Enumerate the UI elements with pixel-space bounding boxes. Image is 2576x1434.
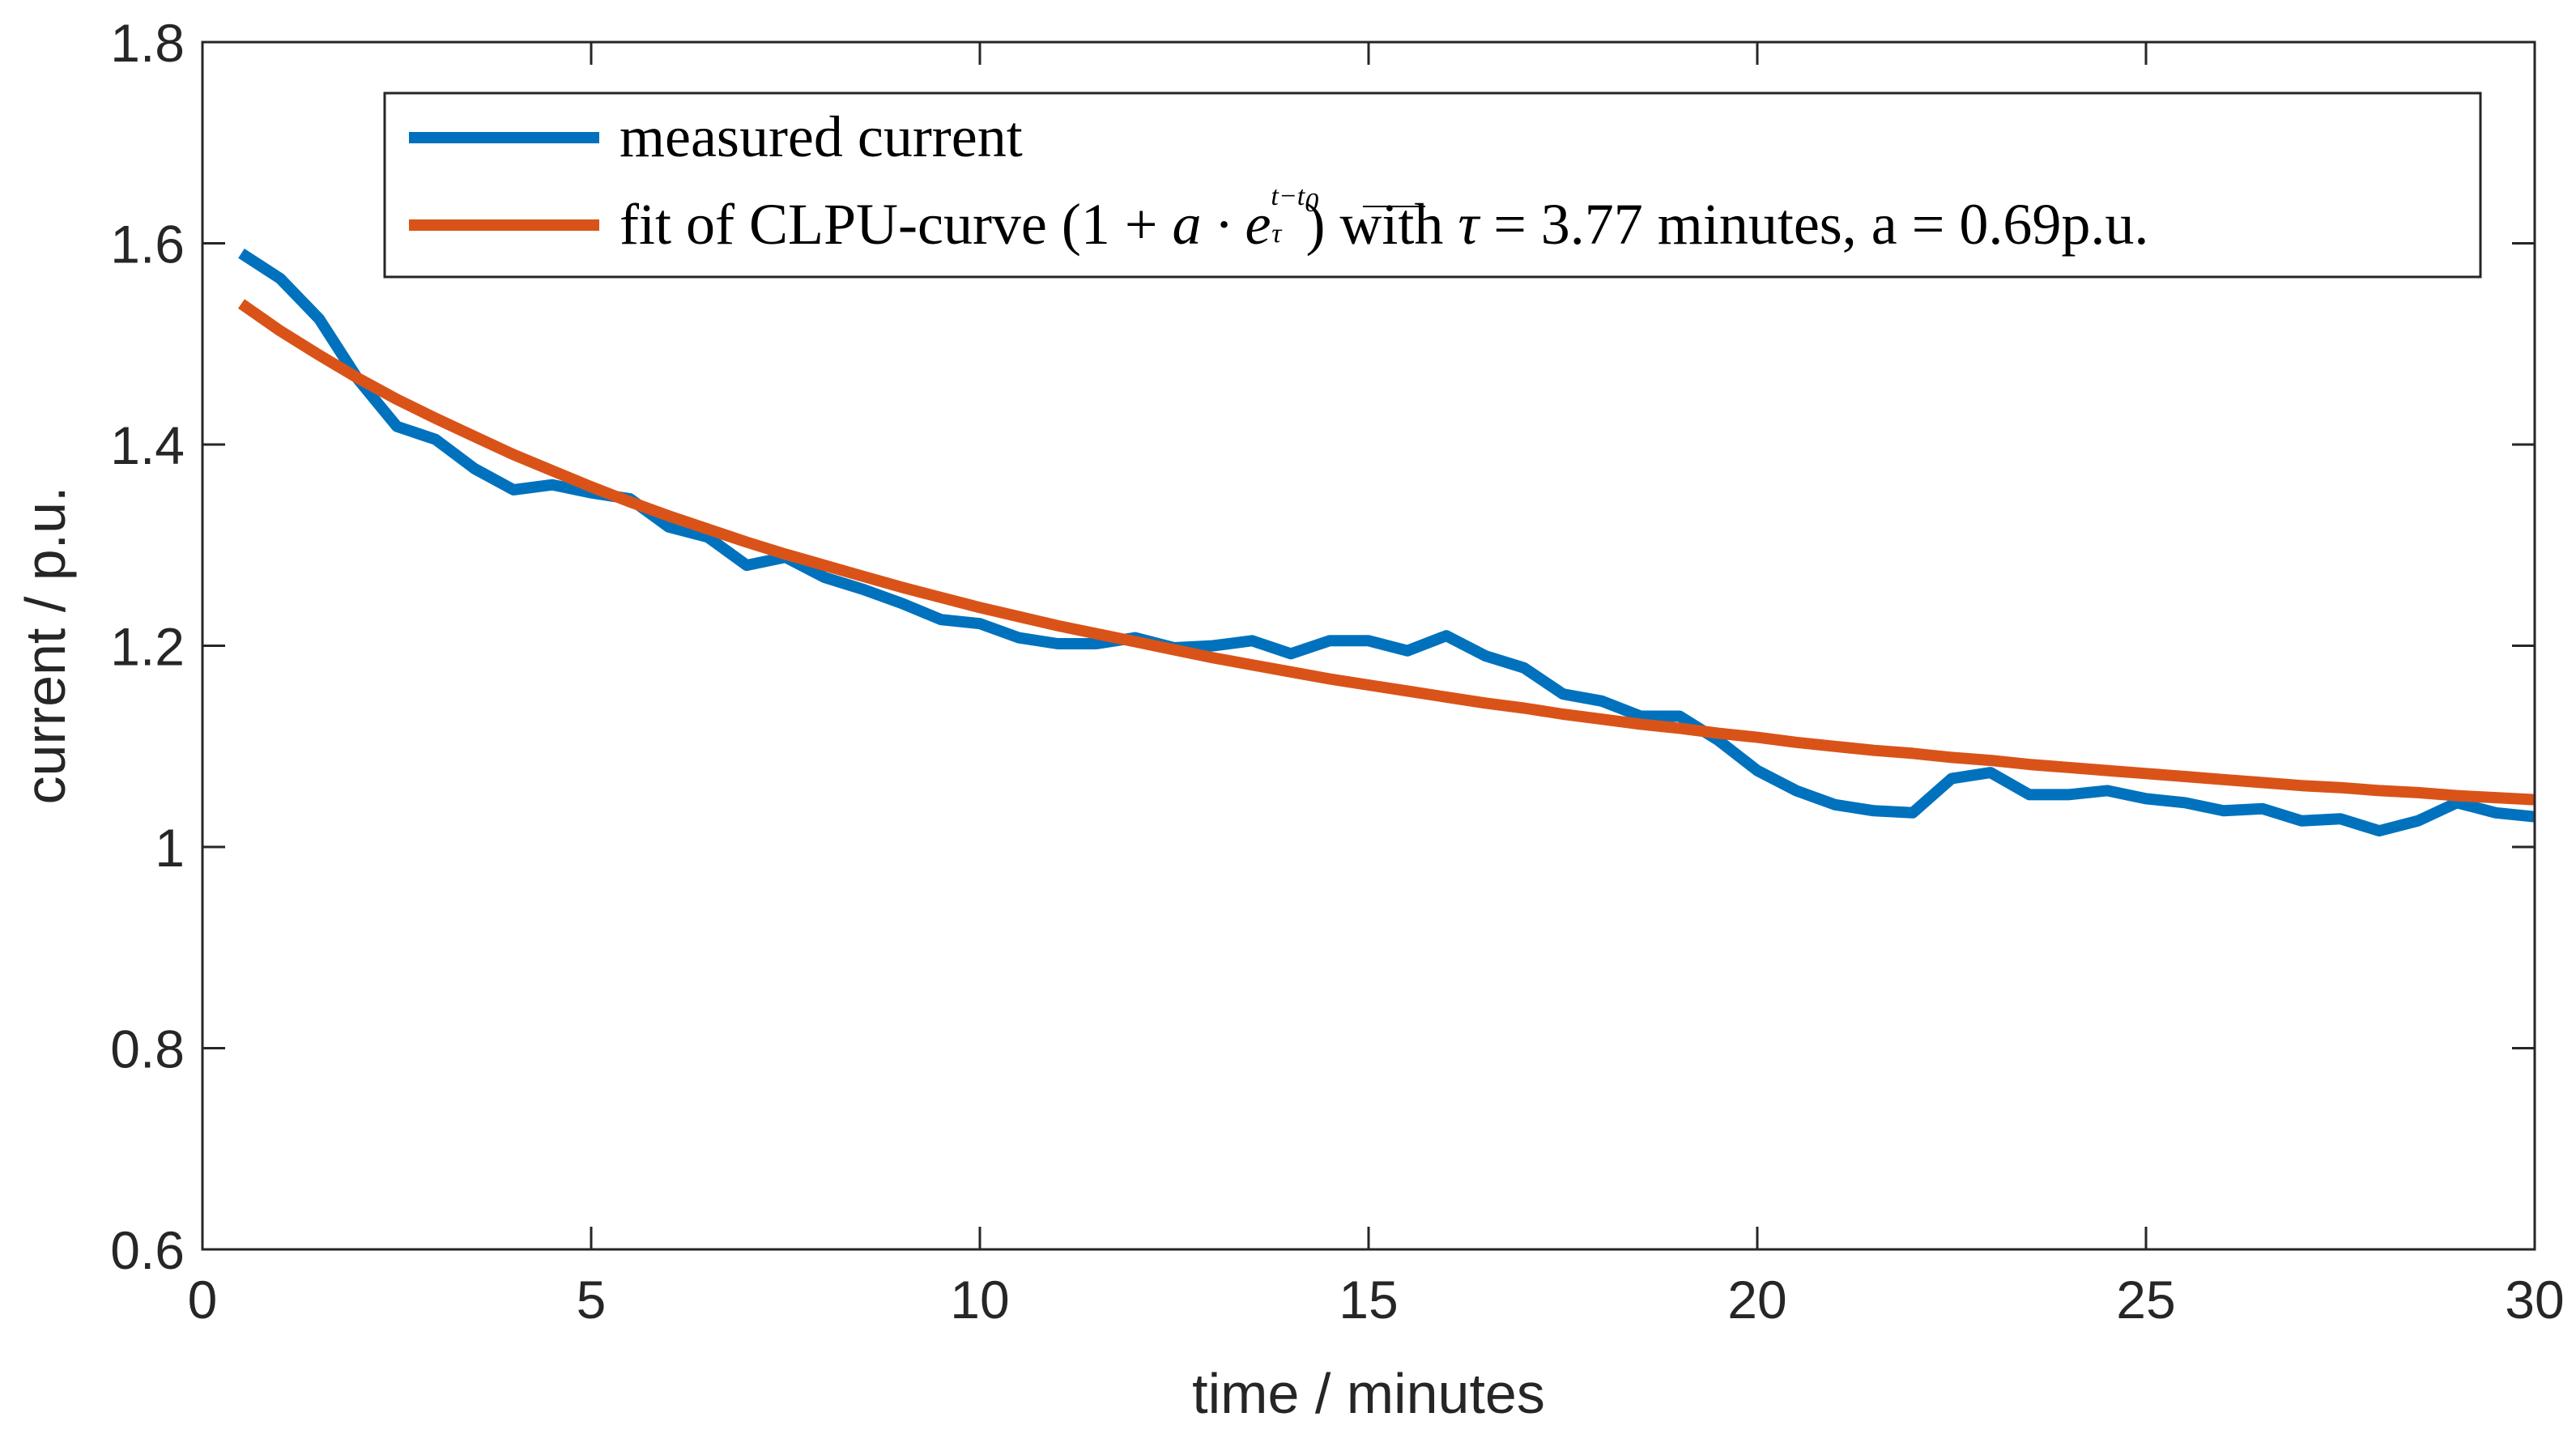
x-tick-label: 25: [2116, 1270, 2175, 1330]
legend-fit-tau: τ: [1458, 192, 1480, 257]
y-tick-label: 1: [155, 818, 185, 878]
x-tick-label: 5: [577, 1270, 607, 1330]
y-tick-label: 1.2: [110, 617, 185, 677]
series-layer: [237, 249, 2536, 837]
legend-fit-suffix: = 3.77 minutes, a = 0.69p.u.: [1479, 192, 2148, 257]
x-axis-label: time / minutes: [1192, 1362, 1545, 1425]
y-tick-label: 0.6: [110, 1220, 185, 1280]
y-tick-label: 1.8: [110, 13, 185, 73]
legend-fit-exp-num: t−t: [1271, 181, 1305, 211]
x-tick-label: 15: [1339, 1270, 1398, 1330]
x-tick-label: 0: [188, 1270, 218, 1330]
y-tick-label: 1.6: [110, 215, 185, 274]
legend-box: [383, 91, 2482, 279]
x-tick-label: 20: [1727, 1270, 1786, 1330]
legend-fit-math: a · e: [1172, 192, 1271, 257]
y-tick-label: 0.8: [110, 1019, 185, 1079]
x-tick-label: 10: [950, 1270, 1009, 1330]
x-tick-label: 30: [2505, 1270, 2564, 1330]
y-axis-label: current / p.u.: [14, 487, 77, 805]
legend: measured current fit of CLPU-curve (1 + …: [383, 91, 2482, 279]
legend-fit-exp-den: τ: [1271, 219, 1283, 249]
series-line-fit: [237, 299, 2536, 806]
legend-entry-measured: measured current: [620, 104, 1023, 169]
y-tick-label: 1.4: [110, 415, 185, 475]
legend-entry-fit: fit of CLPU-curve (1 + a · et−t0 τ) with …: [620, 181, 2148, 257]
legend-fit-prefix: fit of CLPU-curve (1 +: [620, 192, 1172, 257]
tick-layer: 0 5 10 15 20 25 30 0.6 0.8 1 1.2 1.4 1.6 1.8: [110, 13, 2564, 1330]
legend-fit-mid: ) with: [1305, 192, 1458, 257]
legend-fit-exp-sub: 0: [1305, 188, 1318, 218]
